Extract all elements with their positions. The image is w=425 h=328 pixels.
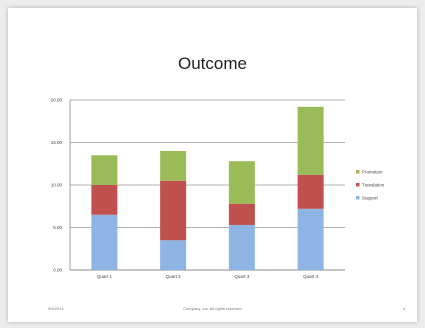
bar-segment: [297, 106, 324, 175]
legend-swatch: [356, 196, 360, 200]
y-tick-label: 15.00: [51, 140, 63, 145]
y-tick-label: 5.00: [53, 225, 62, 230]
bar-segment: [91, 185, 118, 215]
x-tick-label: Quart 4: [303, 274, 319, 279]
bar-segment: [228, 203, 255, 225]
y-tick-label: 20.00: [51, 98, 63, 103]
bar-segment: [91, 155, 118, 185]
legend-swatch: [356, 170, 360, 174]
bar-segment: [297, 174, 324, 209]
y-tick-labels: 0.00 5.00 10.00 15.00 20.00: [51, 98, 63, 273]
legend-label: Support: [362, 196, 379, 201]
bar-segment: [228, 224, 255, 270]
bar-segment: [160, 180, 187, 241]
footer-date: 9/9/2014: [48, 306, 64, 311]
page-number: 4: [403, 306, 406, 311]
legend-swatch: [356, 183, 360, 187]
x-tick-label: Quart 3: [234, 274, 250, 279]
x-tick-labels: Quart 1 Quart 2 Quart 3 Quart 4: [97, 274, 319, 279]
bars: [91, 106, 324, 270]
bar-segment: [160, 151, 187, 181]
x-tick-label: Quart 1: [97, 274, 113, 279]
bar-segment: [160, 240, 187, 270]
bar-segment: [228, 161, 255, 204]
x-tick-label: Quart 2: [166, 274, 182, 279]
chart-title: Outcome: [178, 54, 247, 73]
footer-text: Company, Inc. All rights reserved: [183, 306, 242, 311]
y-tick-label: 10.00: [51, 183, 63, 188]
legend-label: Translation: [362, 183, 385, 188]
bar-segment: [91, 214, 118, 270]
y-tick-label: 0.00: [53, 268, 62, 273]
legend: Promotion Translation Support: [356, 170, 385, 201]
bar-segment: [297, 208, 324, 270]
legend-label: Promotion: [362, 170, 383, 175]
